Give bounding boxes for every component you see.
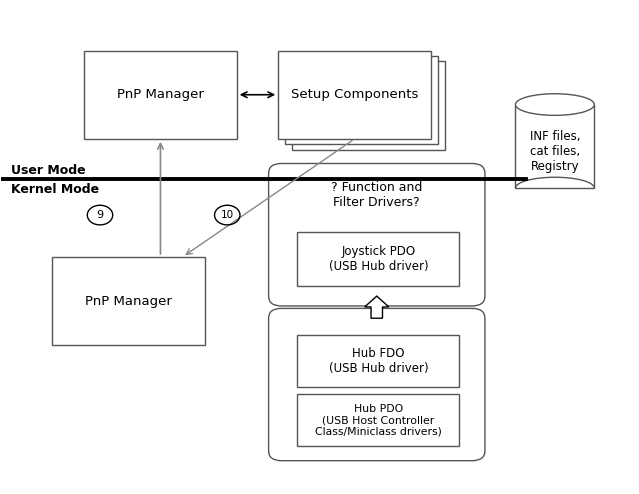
Text: User Mode: User Mode xyxy=(11,164,86,177)
FancyBboxPatch shape xyxy=(84,50,237,139)
FancyBboxPatch shape xyxy=(285,56,438,144)
Text: Kernel Mode: Kernel Mode xyxy=(11,183,99,196)
Text: Joystick PDO
(USB Hub driver): Joystick PDO (USB Hub driver) xyxy=(328,246,428,273)
FancyBboxPatch shape xyxy=(297,394,459,446)
Text: ? Function and
Filter Drivers?: ? Function and Filter Drivers? xyxy=(331,181,422,209)
Text: Hub FDO
(USB Hub driver): Hub FDO (USB Hub driver) xyxy=(328,347,428,375)
FancyBboxPatch shape xyxy=(292,61,445,150)
Ellipse shape xyxy=(516,94,594,116)
FancyBboxPatch shape xyxy=(52,257,205,345)
FancyBboxPatch shape xyxy=(268,164,485,306)
Bar xyxy=(516,105,594,188)
Text: 9: 9 xyxy=(96,210,104,220)
FancyBboxPatch shape xyxy=(278,50,431,139)
Text: Setup Components: Setup Components xyxy=(291,88,418,101)
Text: PnP Manager: PnP Manager xyxy=(85,294,172,308)
Text: PnP Manager: PnP Manager xyxy=(117,88,204,101)
Polygon shape xyxy=(365,296,389,318)
FancyBboxPatch shape xyxy=(268,308,485,461)
FancyBboxPatch shape xyxy=(297,335,459,387)
Text: 10: 10 xyxy=(220,210,234,220)
Text: Hub PDO
(USB Host Controller
Class/Miniclass drivers): Hub PDO (USB Host Controller Class/Minic… xyxy=(315,404,442,437)
FancyBboxPatch shape xyxy=(297,232,459,287)
Text: INF files,
cat files,
Registry: INF files, cat files, Registry xyxy=(530,130,580,173)
